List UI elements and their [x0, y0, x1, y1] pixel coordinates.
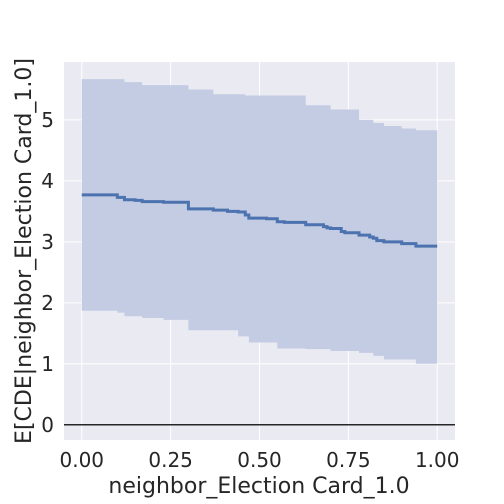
x-tick-label: 0.25 — [148, 448, 193, 472]
y-axis-label: E[CDE|neighbor_Election Card_1.0] — [12, 58, 37, 444]
x-tick-label: 0.50 — [237, 448, 282, 472]
y-tick-label: 4 — [41, 169, 54, 193]
x-tick-label: 0.00 — [60, 448, 105, 472]
y-tick-label: 2 — [41, 291, 54, 315]
y-tick-labels: 0 1 2 3 4 5 — [41, 108, 54, 437]
y-tick-label: 3 — [41, 230, 54, 254]
estimate-line — [81, 193, 438, 248]
y-tick-label: 1 — [41, 352, 54, 376]
x-axis-label: neighbor_Election Card_1.0 — [108, 474, 409, 499]
x-tick-label: 1.00 — [415, 448, 460, 472]
confidence-band — [81, 79, 438, 364]
y-tick-label: 5 — [41, 108, 54, 132]
y-tick-label: 0 — [41, 413, 54, 437]
x-tick-labels: 0.00 0.25 0.50 0.75 1.00 — [60, 448, 460, 472]
x-tick-label: 0.75 — [326, 448, 371, 472]
